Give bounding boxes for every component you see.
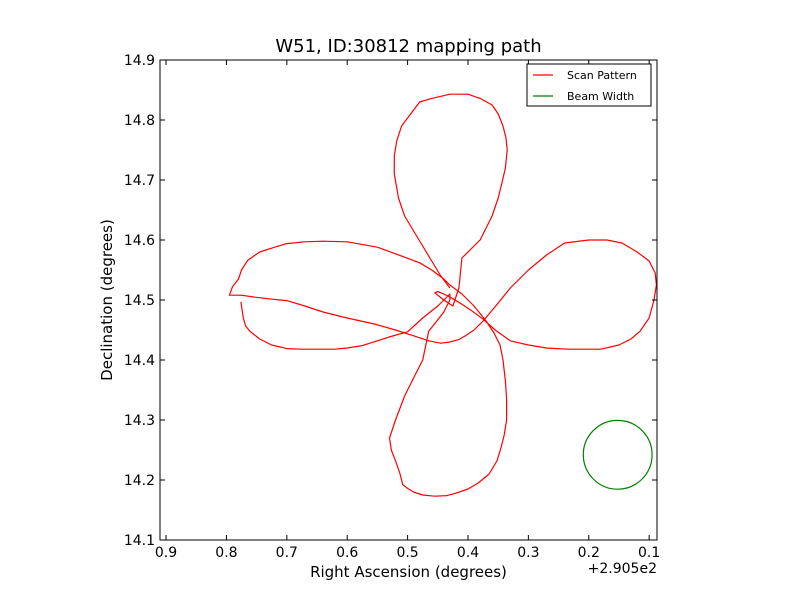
x-tick-label: 0.1 [638,545,660,561]
legend: Scan Pattern Beam Width [526,63,652,107]
y-tick-label: 14.9 [124,53,155,69]
x-tick-label: 0.9 [155,545,177,561]
y-axis-label: Declination (degrees) [98,219,116,381]
chart-title: W51, ID:30812 mapping path [275,36,541,57]
x-axis-label: Right Ascension (degrees) [310,563,507,581]
x-tick-label: 0.4 [457,545,479,561]
y-tick-label: 14.8 [124,113,155,129]
axes-background [160,60,657,540]
series-layer [228,93,657,497]
legend-label-beam-width: Beam Width [567,90,634,103]
y-tick-label: 14.3 [124,413,155,429]
x-tick-label: 0.8 [215,545,237,561]
series-line-scan-pattern [228,93,657,497]
x-tick-label: 0.5 [396,545,418,561]
shape-layer [582,419,653,490]
y-tick-label: 14.6 [124,233,155,249]
beam-width-circle [582,419,653,490]
y-tick-label: 14.2 [124,473,155,489]
y-tick-label: 14.4 [124,353,155,369]
legend-frame [526,63,652,107]
y-tick-label: 14.1 [124,533,155,549]
y-tick-label: 14.5 [124,293,155,309]
x-axis: 0.9 0.8 0.7 0.6 0.5 0.4 0.3 0.2 0.1 [155,60,660,561]
x-axis-offset-label: +2.905e2 [588,561,657,577]
x-tick-label: 0.7 [276,545,298,561]
x-tick-label: 0.3 [517,545,539,561]
x-tick-label: 0.6 [336,545,358,561]
legend-label-scan-pattern: Scan Pattern [567,69,637,82]
x-tick-label: 0.2 [578,545,600,561]
plot-area [159,59,658,541]
y-tick-label: 14.7 [124,173,155,189]
y-axis: 14.1 14.2 14.3 14.4 14.5 14.6 14.7 14.8 14.9 [124,53,657,549]
